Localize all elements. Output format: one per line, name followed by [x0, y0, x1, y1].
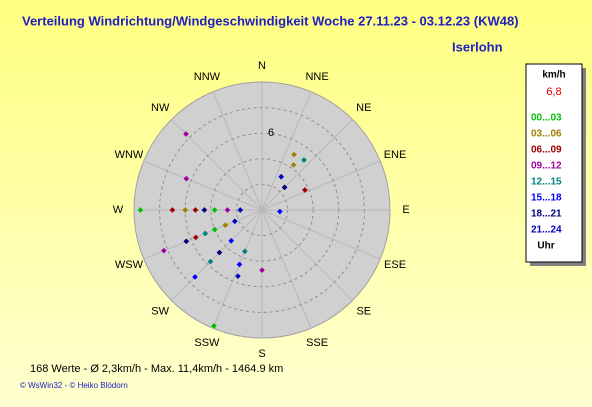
- ring: [159, 107, 365, 313]
- legend-entry: 15...18: [531, 193, 562, 204]
- direction-label: SW: [151, 306, 169, 318]
- direction-label: NNW: [194, 71, 221, 83]
- data-point: [207, 258, 214, 265]
- direction-label: E: [402, 204, 409, 216]
- direction-label: SSE: [306, 337, 328, 349]
- spoke: [261, 119, 353, 211]
- data-point: [211, 226, 218, 233]
- data-point: [291, 151, 297, 158]
- legend-box: [525, 63, 583, 263]
- data-point: [259, 267, 265, 273]
- data-point: [202, 230, 209, 237]
- spoke: [143, 160, 263, 211]
- direction-label: WSW: [115, 259, 144, 271]
- legend-entry: 18...21: [531, 209, 562, 220]
- direction-label: NW: [151, 102, 170, 114]
- location: Iserlohn: [452, 39, 503, 54]
- data-point: [277, 208, 283, 215]
- direction-label: N: [258, 60, 266, 72]
- data-point: [211, 323, 217, 329]
- legend-entry: 12...15: [531, 177, 562, 188]
- direction-label: ESE: [384, 259, 406, 271]
- spoke: [261, 91, 312, 211]
- spoke: [261, 209, 381, 260]
- data-point: [301, 157, 307, 163]
- data-point: [281, 184, 288, 191]
- data-point: [183, 175, 190, 182]
- direction-label: S: [258, 348, 265, 360]
- ring: [210, 158, 314, 262]
- direction-label: NNE: [305, 71, 328, 83]
- copyright: © WsWin32 - © Heiko Blödorn: [20, 381, 128, 390]
- legend-entry: 06...09: [531, 145, 562, 156]
- legend-footer: Uhr: [537, 241, 554, 252]
- spoke: [261, 209, 312, 329]
- data-point: [222, 222, 229, 229]
- data-point: [236, 261, 243, 268]
- data-point: [235, 273, 241, 279]
- legend-unit: km/h: [542, 70, 565, 81]
- legend-entry: 00...03: [531, 113, 562, 124]
- direction-label: W: [113, 204, 124, 216]
- spoke: [212, 209, 263, 329]
- data-point: [192, 274, 198, 280]
- data-point: [201, 207, 208, 213]
- data-point: [242, 248, 248, 255]
- data-point: [216, 249, 223, 256]
- legend-entry: 09...12: [531, 161, 562, 172]
- data-point: [224, 207, 231, 213]
- data-point: [192, 207, 199, 213]
- spoke: [171, 209, 263, 301]
- data-point: [302, 187, 308, 193]
- data-point: [278, 173, 285, 180]
- data-point: [183, 131, 189, 137]
- data-point: [169, 207, 176, 213]
- legend-entry: 03...06: [531, 129, 562, 140]
- spoke: [261, 160, 381, 211]
- direction-label: ENE: [384, 149, 407, 161]
- data-point: [231, 218, 238, 225]
- data-point: [290, 162, 297, 168]
- data-point: [183, 238, 190, 245]
- data-point: [137, 207, 144, 213]
- data-point: [192, 234, 199, 241]
- r-tick-label: 6: [268, 127, 274, 139]
- legend-entry: 21...24: [531, 225, 562, 236]
- data-point: [237, 207, 244, 213]
- spoke: [212, 91, 263, 211]
- data-point: [161, 247, 167, 254]
- chart-title: Verteilung Windrichtung/Windgeschwindigk…: [22, 13, 519, 28]
- spoke: [261, 209, 353, 301]
- direction-label: SSW: [194, 337, 220, 349]
- stats: 168 Werte - Ø 2,3km/h - Max. 11,4km/h - …: [30, 363, 283, 375]
- direction-label: WNW: [115, 149, 144, 161]
- ring: [235, 183, 289, 237]
- data-point: [182, 207, 189, 213]
- legend-current: 6,8: [546, 86, 561, 98]
- data-point: [228, 237, 235, 244]
- direction-label: SE: [356, 306, 371, 318]
- data-point: [211, 207, 218, 213]
- direction-label: NE: [356, 102, 371, 114]
